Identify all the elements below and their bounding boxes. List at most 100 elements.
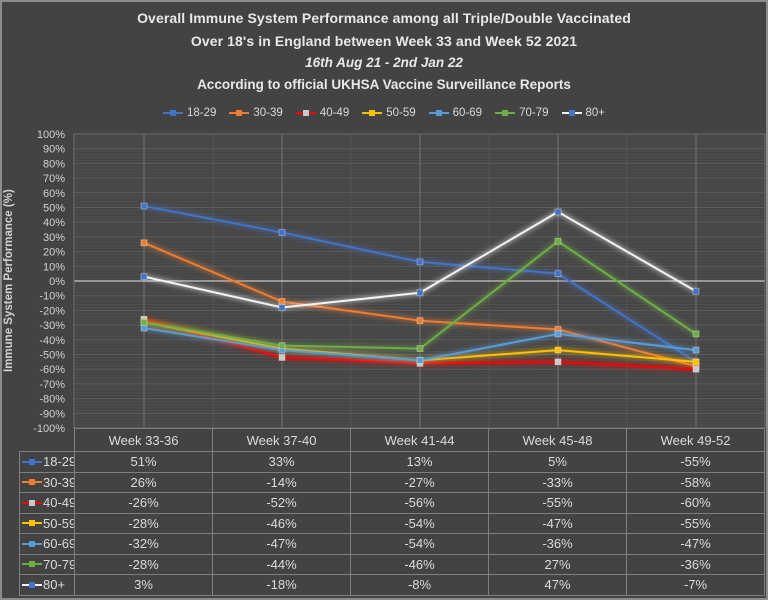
table-cell-30-39-week-37-40: -14% — [213, 472, 351, 493]
legend-marker-icon — [295, 110, 316, 117]
table-row-name: 40-49 — [43, 495, 75, 511]
table-row-label-30-39: 30-39 — [19, 472, 75, 493]
table-col-header-week-49-52: Week 49-52 — [627, 428, 765, 452]
legend-label: 50-59 — [386, 107, 416, 119]
table-cell-60-69-week-33-36: -32% — [75, 534, 213, 555]
legend-item-40-49: 40-49 — [295, 107, 350, 119]
data-point-marker-70-79 — [554, 237, 562, 245]
table-row-name: 70-79 — [43, 556, 75, 572]
table-row-label-80: 80+ — [19, 575, 75, 596]
table-cell-60-69-week-37-40: -47% — [213, 534, 351, 555]
table-row-name: 80+ — [43, 577, 66, 593]
table-cell-50-59-week-33-36: -28% — [75, 513, 213, 534]
legend-marker-icon — [495, 110, 516, 117]
data-point-marker-18-29 — [140, 202, 148, 210]
y-axis-tick-label: 20% — [43, 247, 65, 259]
table-row-label-60-69: 60-69 — [19, 534, 75, 555]
table-cell-30-39-week-45-48: -33% — [489, 472, 627, 493]
data-point-marker-50-59 — [692, 358, 700, 366]
table-cell-40-49-week-41-44: -56% — [351, 493, 489, 514]
table-cell-40-49-week-45-48: -55% — [489, 493, 627, 514]
table-row-label-50-59: 50-59 — [19, 513, 75, 534]
y-axis-tick-label: -100% — [33, 423, 65, 435]
data-point-marker-70-79 — [278, 342, 286, 350]
data-point-marker-30-39 — [416, 317, 424, 325]
table-cell-80-week-37-40: -18% — [213, 575, 351, 596]
table-row-name: 30-39 — [43, 474, 75, 490]
table-cell-70-79-week-33-36: -28% — [75, 554, 213, 575]
y-axis-tick-label: 100% — [37, 129, 65, 141]
data-point-marker-40-49 — [554, 358, 562, 366]
table-row-key-icon — [22, 499, 42, 506]
legend-marker-icon — [162, 110, 183, 117]
table-cell-70-79-week-37-40: -44% — [213, 554, 351, 575]
legend-item-60-69: 60-69 — [428, 107, 482, 119]
table-cell-18-29-week-45-48: 5% — [489, 452, 627, 473]
title-line-3-dates: 16th Aug 21 - 2nd Jan 22 — [305, 55, 463, 70]
table-cell-18-29-week-33-36: 51% — [75, 452, 213, 473]
data-point-marker-30-39 — [278, 298, 286, 305]
y-axis-tick-label: -90% — [39, 408, 65, 420]
legend-label: 40-49 — [319, 107, 350, 119]
legend-marker-icon — [362, 110, 383, 117]
y-axis-tick-label: 90% — [43, 144, 65, 156]
table-col-header-week-41-44: Week 41-44 — [351, 428, 489, 452]
legend-label: 30-39 — [253, 107, 283, 119]
legend-item-70-79: 70-79 — [495, 107, 549, 119]
data-point-marker-70-79 — [140, 318, 148, 326]
y-axis-tick-label: 30% — [43, 232, 65, 244]
table-col-header-week-37-40: Week 37-40 — [213, 428, 351, 452]
legend-item-50-59: 50-59 — [362, 107, 416, 119]
table-row-name: 18-29 — [43, 454, 75, 470]
table-col-header-week-45-48: Week 45-48 — [489, 428, 627, 452]
data-point-marker-60-69 — [416, 356, 424, 364]
table-row-name: 60-69 — [43, 536, 75, 552]
legend-label: 80+ — [585, 107, 606, 119]
y-axis-tick-label: -30% — [39, 320, 65, 332]
data-point-marker-80 — [416, 289, 424, 297]
y-axis-tick-label: 70% — [43, 173, 65, 185]
data-point-marker-30-39 — [140, 239, 148, 247]
y-axis-tick-label: 80% — [43, 158, 65, 170]
legend-item-80: 80+ — [561, 107, 606, 119]
y-axis-tick-label: -80% — [39, 394, 65, 406]
data-point-marker-60-69 — [140, 324, 148, 332]
y-axis-tick-label: -20% — [39, 305, 65, 317]
data-table: Week 33-36 Week 37-40 Week 41-44 Week 45-48… — [19, 428, 765, 596]
table-row-key-icon — [22, 520, 42, 527]
table-row-label-40-49: 40-49 — [19, 493, 75, 514]
table-cell-40-49-week-37-40: -52% — [213, 493, 351, 514]
data-point-marker-40-49 — [692, 365, 700, 373]
table-cell-70-79-week-41-44: -46% — [351, 554, 489, 575]
table-row-name: 50-59 — [43, 515, 75, 531]
table-row-key-icon — [22, 561, 42, 568]
data-point-marker-70-79 — [416, 345, 424, 353]
data-point-marker-50-59 — [554, 346, 562, 354]
y-axis-tick-label: 60% — [43, 188, 65, 200]
y-axis-tick-label: 0% — [49, 276, 65, 288]
data-point-marker-60-69 — [554, 330, 562, 338]
data-point-marker-18-29 — [554, 270, 562, 278]
data-point-marker-80 — [554, 208, 562, 216]
legend-item-30-39: 30-39 — [229, 107, 283, 119]
table-cell-80-week-49-52: -7% — [627, 575, 765, 596]
table-cell-40-49-week-49-52: -60% — [627, 493, 765, 514]
legend-item-18-29: 18-29 — [162, 107, 216, 119]
y-axis-tick-label: -60% — [39, 364, 65, 376]
table-cell-60-69-week-49-52: -47% — [627, 534, 765, 555]
y-axis-tick-label: 50% — [43, 203, 65, 215]
data-point-marker-80 — [692, 287, 700, 295]
title-line-1: Overall Immune System Performance among … — [137, 10, 631, 26]
table-cell-80-week-41-44: -8% — [351, 575, 489, 596]
table-row-key-icon — [22, 479, 42, 486]
chart-legend: 18-29 30-39 40-49 50-59 60-69 70-79 80+ — [2, 104, 766, 122]
table-cell-70-79-week-49-52: -36% — [627, 554, 765, 575]
table-cell-50-59-week-41-44: -54% — [351, 513, 489, 534]
table-row-key-icon — [22, 540, 42, 547]
table-cell-80-week-45-48: 47% — [489, 575, 627, 596]
table-row-key-icon — [22, 581, 42, 588]
table-cell-18-29-week-49-52: -55% — [627, 452, 765, 473]
plot-area: 100% 90% 80% 70% 60% 50% 40% 30% 20% 10% 0% -10% -20… — [33, 129, 766, 435]
y-axis-tick-label: -40% — [39, 335, 65, 347]
